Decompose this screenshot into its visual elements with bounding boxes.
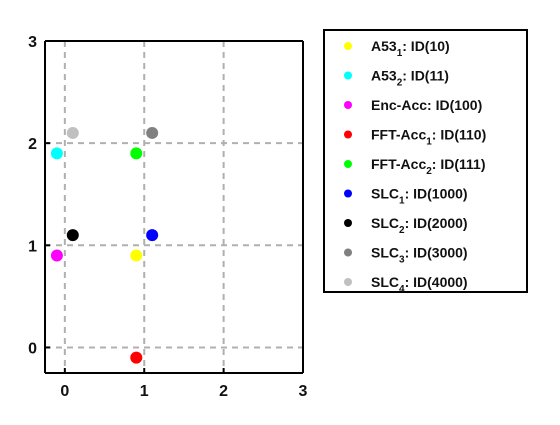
legend-label-0: A531: ID(10) [371,38,450,59]
legend-label-3: FFT-Acc1: ID(110) [371,127,486,148]
legend-marker-1 [344,71,352,80]
y-tick-label-1: 1 [28,238,37,255]
data-point-2 [50,249,63,262]
data-point-7 [146,126,159,139]
legend-marker-0 [344,42,352,50]
data-point-5 [146,229,159,242]
y-tick-label-2: 2 [28,136,37,153]
data-point-1 [50,147,63,160]
x-tick-label-2: 2 [219,383,228,400]
legend-label-5: SLC1: ID(1000) [371,186,468,207]
legend-marker-3 [344,130,352,139]
legend-label-2: Enc-Acc: ID(100) [371,97,482,113]
legend-marker-7 [344,248,352,257]
legend-label-7: SLC3: ID(3000) [371,245,468,266]
legend-marker-4 [344,160,352,168]
data-point-0 [130,249,143,262]
legend-marker-5 [344,189,352,198]
legend-label-1: A532: ID(11) [371,68,449,89]
legend-box [323,29,528,293]
grid [45,40,304,373]
tick-labels: 0 1 2 3 0 1 2 3 [28,34,307,400]
x-tick-label-3: 3 [299,383,308,400]
x-tick-label-0: 0 [60,383,69,400]
axes [44,40,304,374]
legend: A531: ID(10) A532: ID(11) Enc-Acc: ID(100)… [323,29,528,295]
legend-label-6: SLC2: ID(2000) [371,215,468,236]
x-tick-label-1: 1 [140,383,149,400]
legend-label-8: SLC4: ID(4000) [371,274,468,295]
data-point-8 [66,126,79,139]
legend-marker-6 [344,219,352,227]
legend-marker-2 [344,101,352,109]
data-point-3 [130,351,143,364]
legend-label-4: FFT-Acc2: ID(111) [371,156,486,177]
legend-marker-8 [344,278,352,286]
y-tick-label-0: 0 [28,340,37,357]
data-point-6 [66,229,79,242]
data-points [50,126,159,364]
y-tick-label-3: 3 [28,34,37,51]
data-point-4 [130,147,143,160]
